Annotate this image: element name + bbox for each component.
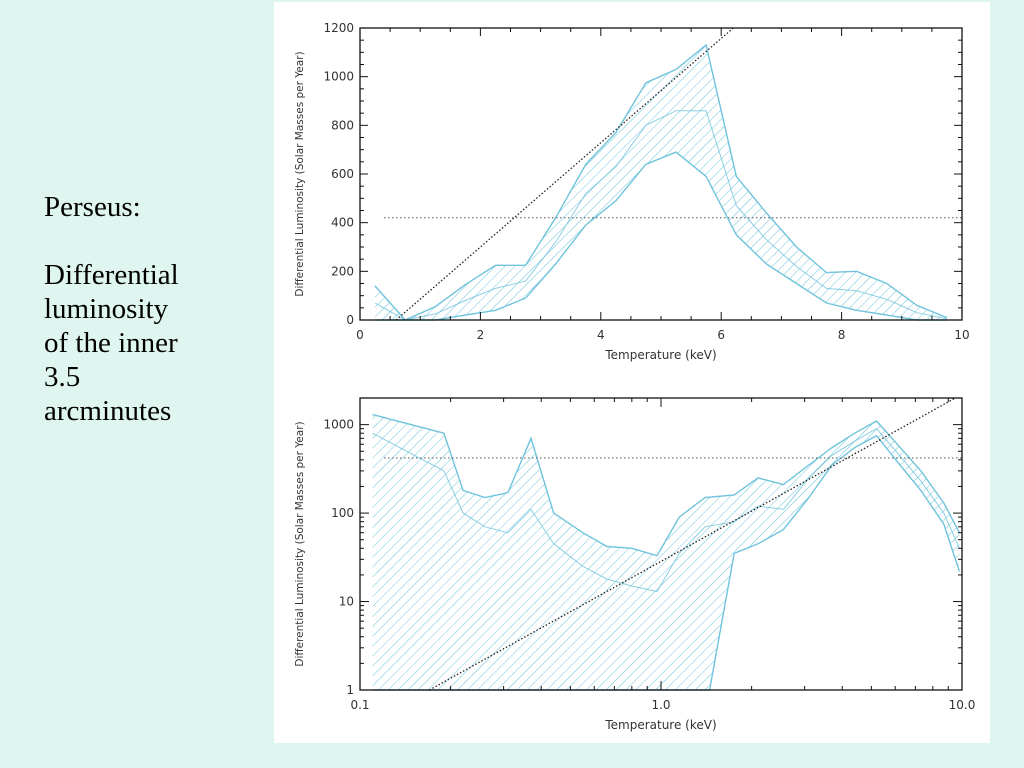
chart-1: 0 2 4 6 8 10 0 200 400 600 800 1000 1200 Temperature …	[294, 21, 970, 362]
x-tick-label: 10	[954, 328, 969, 342]
chart-2: 0.1 1.0 10.0 1 10 100 1000 Temperature (keV) Dif…	[294, 397, 976, 732]
y-tick-label: 200	[331, 264, 354, 278]
x-tick-label: 4	[597, 328, 605, 342]
y-tick-label: 1000	[323, 70, 354, 84]
x-tick-label: 10.0	[949, 698, 976, 712]
caption-line: luminosity	[44, 293, 169, 325]
x-axis-title: Temperature (keV)	[604, 718, 716, 732]
band-mid-line	[372, 428, 960, 593]
y-tick-label: 100	[331, 506, 354, 520]
band-lower-line	[372, 434, 961, 691]
y-axis-title: Differential Luminosity (Solar Masses pe…	[294, 51, 306, 296]
y-tick-label: 1200	[323, 21, 354, 35]
band-lower-line	[375, 151, 947, 321]
caption-gap	[44, 224, 244, 258]
fit-line	[429, 397, 956, 690]
band-mid-line	[374, 110, 947, 321]
y-tick-label: 400	[331, 216, 354, 230]
charts-svg: 0 2 4 6 8 10020040060080010001200Temperature …	[294, 21, 976, 732]
x-tick-label: 8	[838, 328, 846, 342]
chart-panel: 0 2 4 6 8 10 0 200 400 600 800 1000 1200 Temperature …	[274, 2, 990, 743]
slide-caption: Perseus: Differential luminosity of the …	[44, 190, 244, 428]
y-tick-label: 800	[331, 118, 354, 132]
band-upper-line	[374, 43, 948, 321]
y-tick-label: 1000	[323, 418, 354, 432]
caption-line: 3.5	[44, 361, 81, 393]
band-area	[372, 414, 960, 690]
x-tick-label: 2	[477, 328, 485, 342]
caption-line: Differential	[44, 259, 179, 291]
plot-frame	[359, 27, 963, 321]
x-axis-title: Temperature (keV)	[604, 348, 716, 362]
y-tick-label: 600	[331, 167, 354, 181]
fit-line	[395, 27, 734, 320]
x-tick-label: 1.0	[651, 698, 670, 712]
y-tick-label: 1	[346, 683, 354, 697]
y-tick-label: 10	[339, 595, 354, 609]
caption-line: of the inner	[44, 327, 178, 359]
x-tick-label: 0.1	[350, 698, 369, 712]
y-axis-title: Differential Luminosity (Solar Masses pe…	[294, 421, 306, 666]
band-upper-line	[372, 413, 961, 557]
x-tick-label: 6	[717, 328, 725, 342]
caption-line: arcminutes	[44, 395, 172, 427]
slide-title: Perseus:	[44, 191, 141, 223]
y-tick-label: 0	[346, 313, 354, 327]
x-tick-label: 0	[356, 328, 364, 342]
band-area	[375, 45, 947, 320]
